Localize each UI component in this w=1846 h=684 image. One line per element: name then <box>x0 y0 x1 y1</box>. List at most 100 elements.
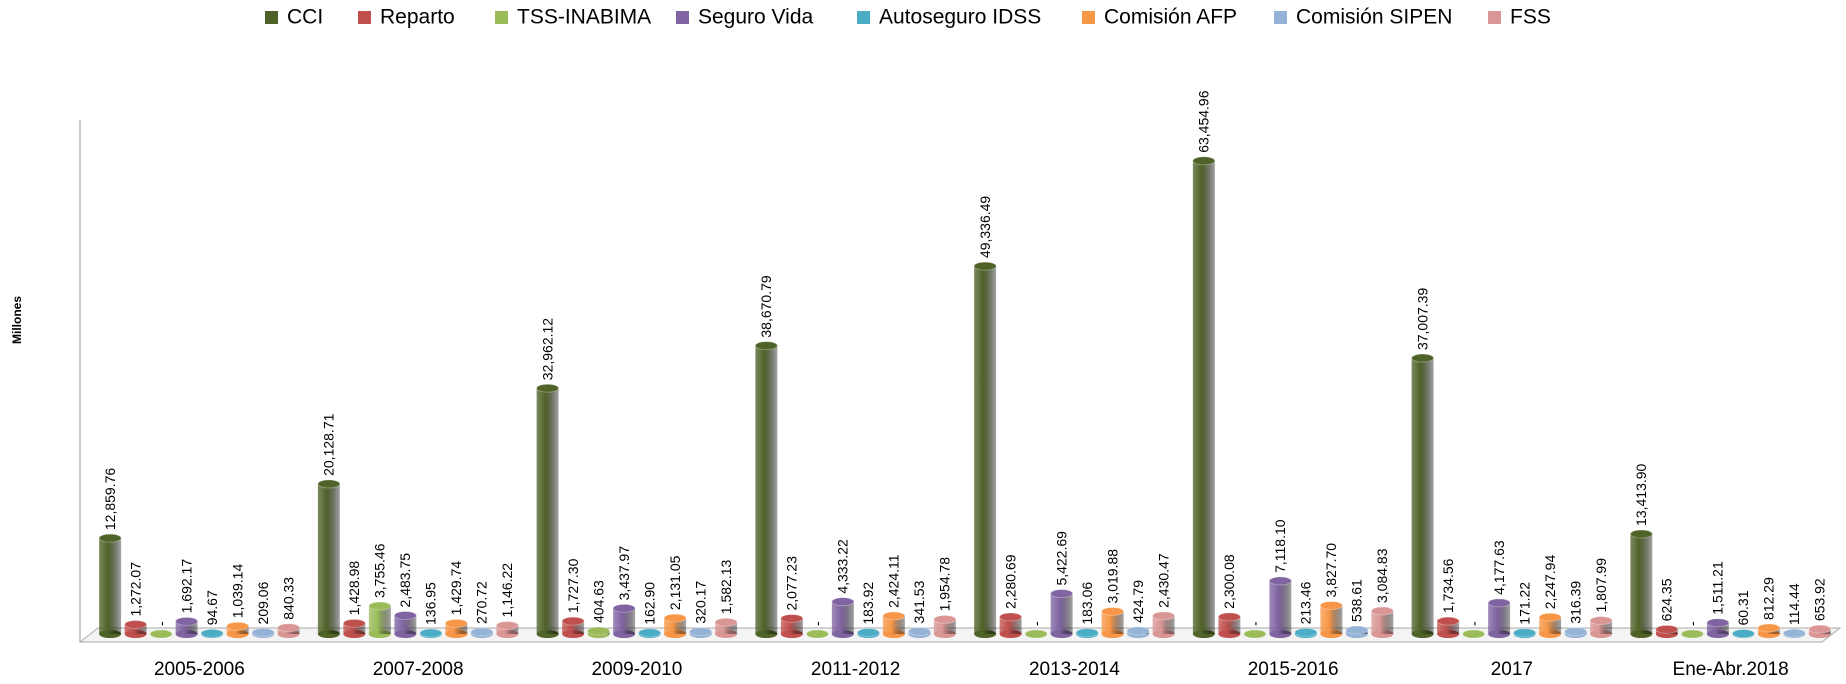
legend-label: FSS <box>1510 6 1551 29</box>
bar-top <box>1411 353 1435 363</box>
bar-top <box>495 620 519 630</box>
bar-top <box>1808 624 1832 634</box>
legend-swatch <box>495 11 508 24</box>
bar-body <box>1488 602 1511 634</box>
legend-label: Autoseguro IDSS <box>879 6 1041 29</box>
bar <box>419 628 443 638</box>
bar-top <box>419 628 443 638</box>
data-label: - <box>1465 621 1481 626</box>
bar <box>1462 629 1486 639</box>
data-label: 424.79 <box>1130 580 1146 623</box>
bar-top <box>663 613 687 623</box>
bar <box>1152 611 1176 638</box>
bar-body <box>124 624 147 634</box>
data-label: - <box>1684 621 1700 626</box>
bar-top <box>1268 576 1292 586</box>
bar-body <box>496 625 519 634</box>
bar-body <box>1192 160 1215 634</box>
bar <box>200 628 224 638</box>
bar-top <box>226 621 250 631</box>
x-tick-label: 2009-2010 <box>591 659 682 680</box>
data-label: 37,007.39 <box>1414 288 1430 350</box>
data-label: 183.92 <box>860 582 876 625</box>
data-label: - <box>1247 621 1263 626</box>
bar-body <box>933 619 956 634</box>
bar-body <box>394 615 417 634</box>
data-label: 1,727.30 <box>565 558 581 613</box>
bar-top <box>1706 618 1730 628</box>
data-label: 320.17 <box>692 581 708 624</box>
bar-body <box>1050 593 1073 634</box>
data-label: 2,430.47 <box>1155 553 1171 608</box>
bar-top <box>1655 624 1679 634</box>
bar-top <box>856 628 880 638</box>
bar <box>1655 624 1679 638</box>
bar <box>831 597 855 638</box>
bar-top <box>1487 598 1511 608</box>
bar-top <box>368 601 392 611</box>
legend-swatch <box>1082 11 1095 24</box>
bar-top <box>1462 629 1486 639</box>
bar <box>368 601 392 638</box>
bar <box>973 261 997 638</box>
data-label: 1,146.22 <box>499 563 515 618</box>
bar-top <box>1731 629 1755 639</box>
bar <box>999 612 1023 638</box>
bar-top <box>561 616 585 626</box>
x-tick-label: 2015-2016 <box>1248 659 1339 680</box>
bar <box>754 341 778 638</box>
bar-top <box>1629 529 1653 539</box>
data-label: 183.06 <box>1079 582 1095 625</box>
legend-swatch <box>358 11 371 24</box>
bar-top <box>1589 616 1613 626</box>
bar <box>612 603 636 638</box>
bar-top <box>973 261 997 271</box>
bar <box>1808 624 1832 638</box>
bar-top <box>1782 628 1806 638</box>
bar <box>1075 628 1099 638</box>
bar <box>1487 598 1511 638</box>
data-label: 114.44 <box>1786 583 1802 625</box>
bar-top <box>587 626 611 636</box>
bar-top <box>1050 589 1074 599</box>
bar-body <box>780 618 803 634</box>
bar <box>638 628 662 638</box>
bar-top <box>689 627 713 637</box>
bar <box>663 613 687 638</box>
bar-top <box>1192 156 1216 166</box>
data-label: 2,131.05 <box>667 555 683 610</box>
bar-top <box>1075 628 1099 638</box>
data-label: 63,454.96 <box>1196 90 1212 152</box>
data-label: 2,300.08 <box>1221 554 1237 609</box>
x-tick-label: 2013-2014 <box>1029 659 1120 680</box>
bar-top <box>831 597 855 607</box>
bar <box>1513 628 1537 638</box>
bar-body <box>664 618 687 634</box>
legend-swatch <box>857 11 870 24</box>
bar <box>393 610 417 638</box>
data-label: 1,692.17 <box>178 559 194 614</box>
bar <box>1345 625 1369 638</box>
legend-label: Reparto <box>380 6 455 29</box>
bar <box>1629 529 1653 638</box>
bar <box>226 621 250 638</box>
bar <box>1217 612 1241 638</box>
floor <box>78 627 1842 643</box>
data-label: 5,422.69 <box>1053 531 1069 586</box>
bar <box>1294 627 1318 638</box>
data-label: 1,428.98 <box>346 561 362 616</box>
data-label: - <box>153 621 169 626</box>
bar <box>98 533 122 638</box>
bar-top <box>1101 606 1125 616</box>
bar-top <box>933 614 957 624</box>
legend-label: TSS-INABIMA <box>517 6 651 29</box>
bar <box>495 620 519 638</box>
data-label: 3,437.97 <box>616 546 632 601</box>
data-label: 404.63 <box>590 580 606 623</box>
bar-top <box>124 620 148 630</box>
bar-top <box>536 383 560 393</box>
bar-body <box>974 266 997 634</box>
bar <box>1706 618 1730 638</box>
bar <box>277 623 301 638</box>
bar <box>1782 628 1806 638</box>
